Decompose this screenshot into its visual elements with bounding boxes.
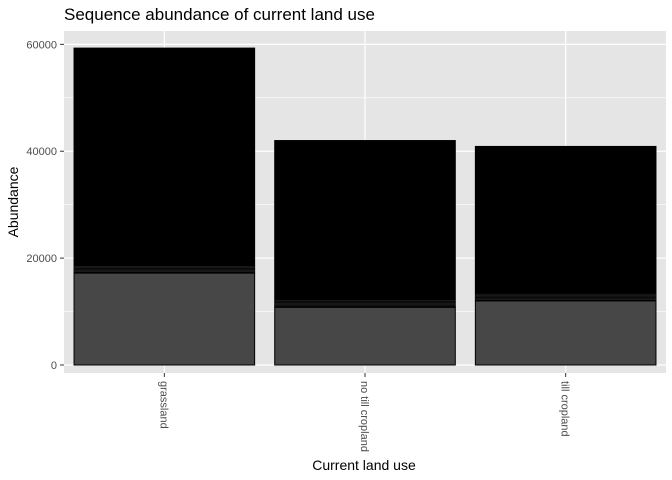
x-tick-label: till cropland <box>559 381 571 437</box>
bar-segment <box>474 145 657 302</box>
bar-segment <box>274 140 456 308</box>
y-tick-label: 60000 <box>26 39 57 51</box>
y-tick-label: 20000 <box>26 253 57 265</box>
x-axis: grassland no till cropland till cropland <box>157 373 571 452</box>
chart-title: Sequence abundance of current land use <box>64 5 375 24</box>
bars <box>73 47 657 366</box>
x-tick-label: grassland <box>157 381 169 429</box>
bar-segment <box>73 47 256 274</box>
x-tick-label: no till cropland <box>358 381 370 452</box>
y-axis: 0 20000 40000 60000 <box>26 39 64 372</box>
bar-segment <box>73 272 256 366</box>
x-axis-title: Current land use <box>312 457 416 473</box>
bar-segment <box>474 300 657 366</box>
y-tick-label: 40000 <box>26 146 57 158</box>
bar-segment <box>274 306 456 366</box>
y-tick-label: 0 <box>51 360 57 372</box>
y-axis-title: Abundance <box>5 166 21 237</box>
